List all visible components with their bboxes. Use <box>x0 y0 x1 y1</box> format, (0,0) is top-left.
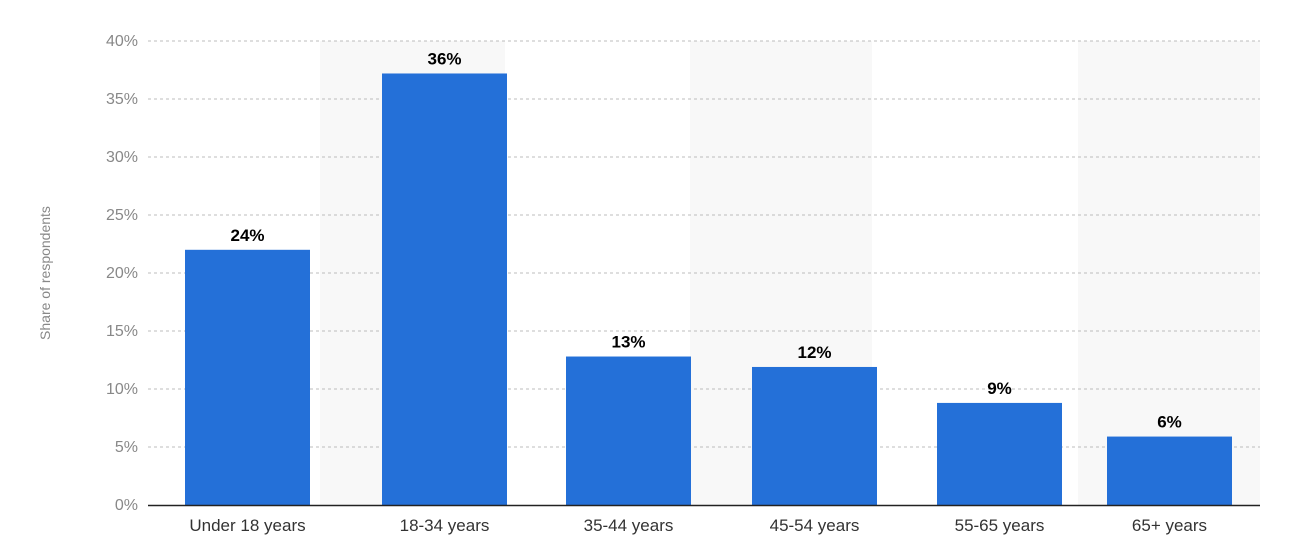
y-tick-label: 15% <box>106 323 138 340</box>
y-tick-label: 10% <box>106 381 138 398</box>
y-tick-label: 30% <box>106 149 138 166</box>
y-axis-title: Share of respondents <box>37 206 53 340</box>
x-axis-categories: Under 18 years 18-34 years 35-44 years 45-5… <box>189 516 1207 535</box>
y-tick-label: 40% <box>106 33 138 50</box>
data-labels: 24% 36% 13% 12% 9% 6% <box>230 49 1181 431</box>
bar-2 <box>566 356 691 505</box>
y-tick-label: 0% <box>115 497 138 514</box>
data-label-2: 13% <box>611 333 645 352</box>
data-label-4: 9% <box>987 379 1012 398</box>
y-tick-label: 35% <box>106 91 138 108</box>
x-category-label-1: 18-34 years <box>400 516 490 535</box>
x-category-label-2: 35-44 years <box>584 516 674 535</box>
grid-lines <box>148 40 1260 448</box>
x-category-label-0: Under 18 years <box>189 516 305 535</box>
bar-1 <box>382 73 507 505</box>
x-category-label-3: 45-54 years <box>770 516 860 535</box>
data-label-5: 6% <box>1157 413 1182 432</box>
bar-4 <box>937 402 1062 505</box>
bar-3 <box>752 366 877 505</box>
bar-5 <box>1107 436 1232 505</box>
data-label-3: 12% <box>797 343 831 362</box>
y-tick-label: 25% <box>106 207 138 224</box>
x-category-label-5: 65+ years <box>1132 516 1207 535</box>
y-tick-label: 5% <box>115 439 138 456</box>
bar-0 <box>185 249 310 505</box>
y-tick-label: 20% <box>106 265 138 282</box>
data-label-0: 24% <box>230 226 264 245</box>
x-category-label-4: 55-65 years <box>955 516 1045 535</box>
bars <box>185 73 1232 505</box>
data-label-1: 36% <box>427 49 461 68</box>
y-axis-ticks: 0% 5% 10% 15% 20% 25% 30% 35% 40% <box>106 33 138 514</box>
